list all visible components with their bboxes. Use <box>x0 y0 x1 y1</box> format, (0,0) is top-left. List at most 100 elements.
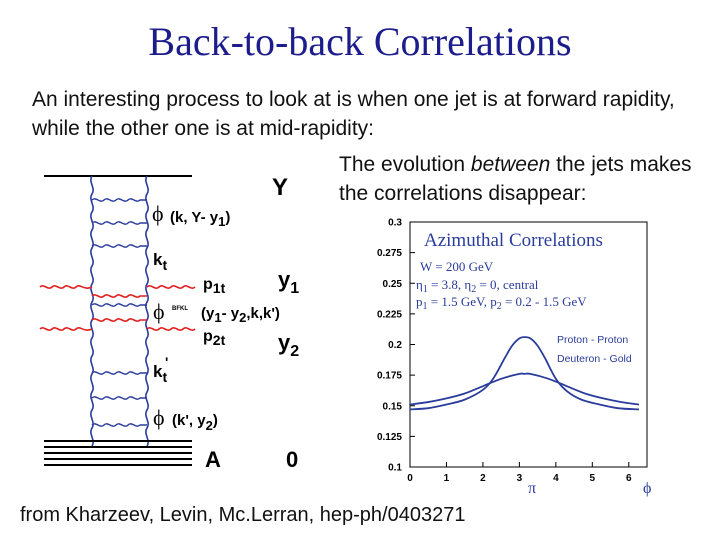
y-tick-label: 0.175 <box>377 371 402 382</box>
x-tick-label: 4 <box>553 473 559 484</box>
intro-text: An interesting process to look at is whe… <box>32 88 675 140</box>
y-tick-label: 0.275 <box>377 248 402 259</box>
y2-main: y <box>278 330 291 355</box>
chart-info-p-symbol: p <box>416 294 423 309</box>
series-lines <box>409 336 640 411</box>
evolution-text-emphasis: between <box>470 153 551 176</box>
rung-gluon-6 <box>91 396 147 400</box>
y2-label: y2 <box>278 330 299 360</box>
x-axis-end-label: ϕ <box>643 480 651 497</box>
x-ticks: 0 1 2 3 4 5 6 <box>407 462 632 484</box>
y-tick-label: 0.1 <box>388 463 402 474</box>
feynman-diagram: Y ϕ (k, Y- y1) kt p1t y1 ϕ BFKL (y1- y2,… <box>39 174 299 472</box>
p1t-main: p <box>203 276 213 293</box>
phi2-args-text: (k', y <box>172 412 206 429</box>
rung-gluon-7 <box>91 423 147 427</box>
chart-info-eta-sub2: 2 <box>471 284 476 295</box>
kprime-sub: t <box>162 369 167 385</box>
x-tick-label: 0 <box>407 473 413 484</box>
phi-bfkl-symbol: ϕ <box>153 299 165 324</box>
evolution-text-post: the jets makes the correlations disappea… <box>339 153 692 205</box>
chart-info-eta-rest2: = 0, central <box>476 277 539 292</box>
label-0: 0 <box>286 447 298 472</box>
kt-sub: t <box>162 257 167 273</box>
jet2-right-gluon <box>146 327 196 331</box>
rung-gluon-4 <box>91 303 147 307</box>
jet1-right-gluon <box>146 285 196 289</box>
bfkl-superscript: BFKL <box>172 306 188 312</box>
p2t-main: p <box>203 328 213 345</box>
phi-bfkl-args-3: ,k,k') <box>246 305 280 322</box>
series-line-proton-proton <box>409 336 640 411</box>
slide-title: Back-to-back Correlations <box>148 19 572 64</box>
y-tick-label: 0.25 <box>383 279 403 290</box>
phi1-args: (k, Y- y1) <box>170 209 230 229</box>
rung-gluon-2 <box>91 221 147 225</box>
azimuthal-chart: 0.1 0.125 0.15 0.175 0.2 0.225 0.25 0.275 0.3 0 1… <box>377 218 651 498</box>
evolution-text: The evolution between the jets makes the… <box>339 150 719 208</box>
x-tick-label: 3 <box>517 473 523 484</box>
phi2-sub: 2 <box>206 418 213 433</box>
left-gluon-line <box>90 175 94 447</box>
legend-proton-proton: Proton - Proton <box>557 334 628 346</box>
chart-info-eta-symbol: η <box>416 277 423 292</box>
phi1-close: ) <box>225 209 230 226</box>
jet2-left-gluon <box>39 327 93 331</box>
chart-info-p-rest2: = 0.2 - 1.5 GeV <box>502 294 588 309</box>
chart-title: Azimuthal Correlations <box>424 230 603 251</box>
x-axis-label: π <box>528 480 536 497</box>
rung-gluon-5 <box>91 371 147 375</box>
phi2-args: (k', y2) <box>172 412 218 433</box>
jet1-rung-gluon <box>91 294 147 298</box>
chart-info-eta-sub1: 1 <box>423 284 428 295</box>
kprime-label: kt <box>153 362 167 385</box>
x-tick-label: 1 <box>444 473 450 484</box>
p1t-sub: 1t <box>213 280 226 296</box>
rung-gluon-3 <box>91 244 147 248</box>
y-tick-label: 0.125 <box>377 432 402 443</box>
phi-bfkl-sub1: 1 <box>214 310 221 325</box>
y-tick-label: 0.3 <box>388 218 402 229</box>
rung-gluon-1 <box>91 198 147 202</box>
y1-main: y <box>278 267 291 292</box>
p2t-sub: 2t <box>213 332 226 348</box>
label-A: A <box>205 447 221 472</box>
phi-bfkl-args: (y1- y2,k,k') <box>201 305 280 325</box>
chart-info-w: W = 200 GeV <box>420 259 494 274</box>
kprime-main: k <box>153 362 163 381</box>
phi-bfkl-sub2: 2 <box>239 310 246 325</box>
y1-label: y1 <box>278 267 299 297</box>
phi2-symbol: ϕ <box>153 405 165 430</box>
y1-sub: 1 <box>290 280 299 297</box>
phi1-args-text: (k, Y- y <box>170 209 219 226</box>
phi2-close: ) <box>213 412 218 429</box>
p1t-label: p1t <box>203 276 226 296</box>
x-tick-label: 6 <box>626 473 632 484</box>
kt-main: k <box>153 250 163 269</box>
phi-bfkl-args-1: (y <box>201 305 215 322</box>
chart-info-eta: η1 = 3.8, η2 = 0, central <box>416 277 539 295</box>
chart-info-p-sub2: 2 <box>497 301 502 312</box>
y-tick-label: 0.15 <box>383 401 403 412</box>
chart-info-p-rest: = 1.5 GeV, p <box>428 294 497 309</box>
chart-info-p-sub1: 1 <box>423 301 428 312</box>
p2t-label: p2t <box>203 328 226 348</box>
y-tick-label: 0.2 <box>388 340 402 351</box>
label-Y: Y <box>272 174 288 201</box>
series-line-deuteron-gold <box>409 372 640 406</box>
kt-label: kt <box>153 250 167 273</box>
phi1-sub: 1 <box>218 214 225 229</box>
x-tick-label: 2 <box>480 473 486 484</box>
jet1-left-gluon <box>39 285 93 289</box>
x-tick-label: 5 <box>590 473 596 484</box>
y-tick-label: 0.225 <box>377 309 402 320</box>
phi-bfkl-args-2: - y <box>222 305 240 322</box>
kprime-mark: ' <box>165 354 168 370</box>
right-gluon-line <box>145 175 149 447</box>
chart-info-eta-rest: = 3.8, η <box>428 277 472 292</box>
chart-info-p: p1 = 1.5 GeV, p2 = 0.2 - 1.5 GeV <box>416 294 587 312</box>
jet2-rung-gluon <box>91 318 147 322</box>
y-ticks: 0.1 0.125 0.15 0.175 0.2 0.225 0.25 0.275 0.3 <box>377 218 415 474</box>
y2-sub: 2 <box>290 343 299 360</box>
